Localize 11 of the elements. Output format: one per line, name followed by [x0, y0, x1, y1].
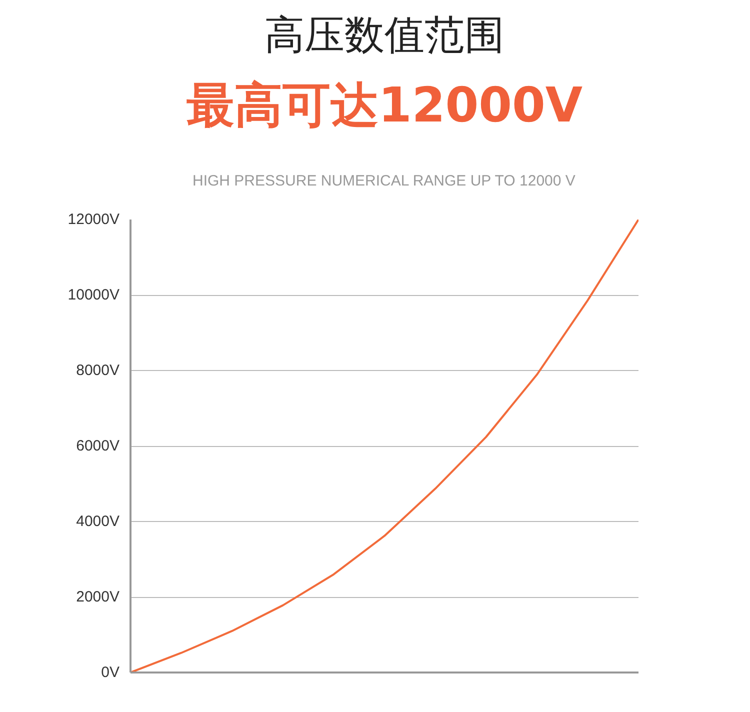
- text: HIGH PRESSURE NUMERICAL RANGE UP TO 12000 V: [192, 172, 576, 190]
- chart-subtitle: 最高可达12000V: [186, 78, 583, 134]
- y-tick-label: 8000V: [76, 362, 120, 379]
- chart-title: 高压数值范围: [264, 12, 504, 58]
- y-tick-label: 10000V: [68, 286, 120, 304]
- line-series: [130, 220, 638, 672]
- y-tick-label: 4000V: [76, 513, 120, 530]
- y-tick-label: 12000V: [68, 211, 120, 228]
- y-tick-label: 0V: [101, 664, 120, 681]
- y-tick-label: 2000V: [76, 588, 120, 606]
- y-tick-label: 6000V: [76, 438, 120, 454]
